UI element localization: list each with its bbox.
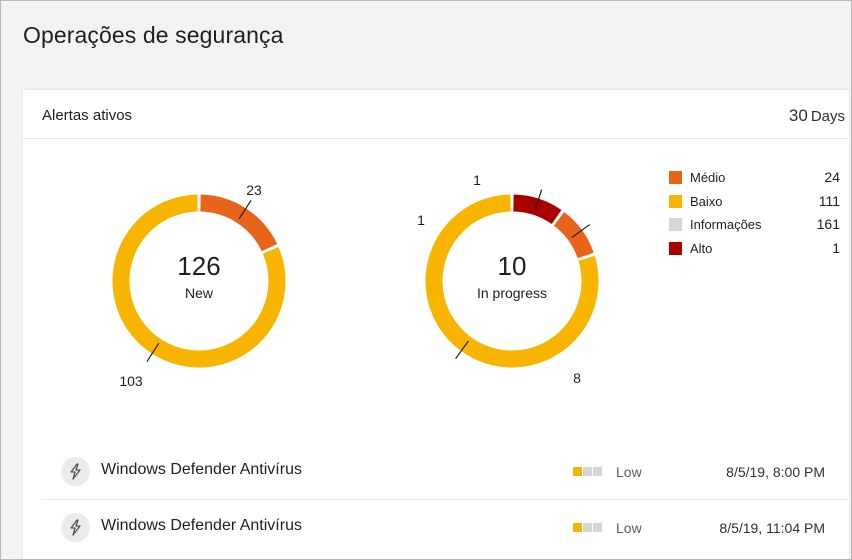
alert-timestamp: 8/5/19, 8:00 PM: [726, 464, 825, 480]
leader-line: [534, 189, 543, 211]
severity-legend: Médio 24 Baixo 111 Informações 161 Alto …: [669, 168, 845, 262]
time-range-unit: Days: [810, 108, 845, 125]
legend-swatch-high: [669, 241, 682, 255]
legend-count: 111: [818, 192, 840, 209]
donut-center-value: 126: [177, 251, 220, 281]
leader-line: [146, 342, 160, 362]
legend-swatch-medium: [669, 171, 682, 184]
severity-label: Low: [616, 464, 642, 480]
alert-name: Windows Defender Antivírus: [101, 517, 302, 534]
legend-label: Informações: [690, 217, 762, 232]
alert-name: Windows Defender Antivírus: [101, 461, 302, 478]
legend-count: 24: [824, 169, 840, 185]
time-range-value: 30: [788, 106, 808, 125]
alert-donut-charts: 23 103 126 New 1 1 8 10 In progress: [112, 172, 599, 389]
legend-count: 161: [816, 216, 840, 232]
legend-swatch-info: [669, 218, 682, 231]
data-label: 1: [417, 212, 425, 228]
severity-label: Low: [616, 520, 642, 536]
data-label: 103: [119, 373, 143, 389]
alert-row[interactable]: Windows Defender Antivírus Low 8/5/19, 1…: [42, 499, 850, 555]
legend-item-info[interactable]: Informações 161: [669, 215, 845, 239]
donut-center-label: In progress: [477, 285, 547, 301]
alert-row[interactable]: Windows Defender Antivírus Low 8/5/19, 8…: [42, 443, 850, 500]
leader-line: [238, 200, 252, 220]
leader-line: [455, 340, 469, 360]
donut-center-value: 10: [498, 251, 527, 281]
data-label: 1: [473, 172, 481, 188]
page-title: Operações de segurança: [23, 22, 284, 48]
legend-item-high[interactable]: Alto 1: [669, 239, 845, 263]
severity-indicator: [573, 467, 603, 485]
lightning-bolt-icon: [61, 457, 90, 486]
lightning-bolt-icon: [61, 513, 90, 542]
donut-center-label: New: [185, 285, 214, 301]
severity-indicator: [573, 523, 603, 541]
time-range-selector[interactable]: 30 Days: [789, 106, 845, 126]
leader-line: [571, 224, 591, 238]
active-alerts-card: Alertas ativos 30 Days 23 103 126 New 1 1 8 10 In…: [23, 90, 850, 559]
legend-count: 1: [832, 239, 840, 256]
legend-swatch-low: [669, 194, 682, 208]
legend-label: Alto: [690, 240, 713, 256]
legend-item-medium[interactable]: Médio 24: [669, 168, 845, 192]
data-label: 23: [246, 182, 262, 198]
card-title: Alertas ativos: [42, 107, 133, 124]
donut-segment-medium[interactable]: [200, 194, 278, 252]
card-header: Alertas ativos 30 Days: [23, 90, 849, 139]
legend-item-low[interactable]: Baixo 111: [669, 192, 845, 216]
legend-label: Baixo: [690, 193, 723, 209]
alert-timestamp: 8/5/19, 11:04 PM: [719, 520, 825, 536]
data-label: 8: [573, 370, 581, 386]
legend-label: Médio: [690, 170, 726, 185]
